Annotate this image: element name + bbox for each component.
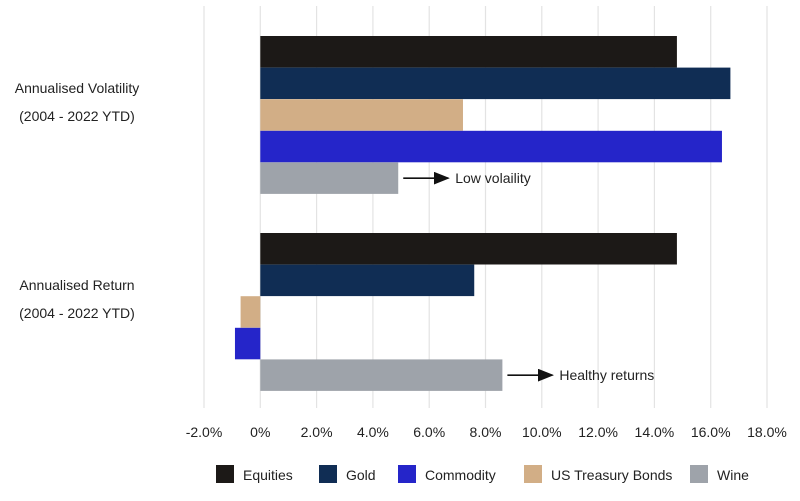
x-tick-label: 0% bbox=[250, 424, 270, 440]
bar-wine-return bbox=[260, 359, 503, 391]
bars bbox=[234, 36, 731, 391]
category-labels: Annualised Volatility (2004 - 2022 YTD) An… bbox=[15, 80, 140, 321]
x-tick-label: -2.0% bbox=[186, 424, 223, 440]
bar-equities-return bbox=[260, 233, 677, 265]
category-label: Annualised Return bbox=[19, 277, 134, 293]
legend-label: Equities bbox=[243, 467, 293, 483]
x-tick-label: 10.0% bbox=[522, 424, 562, 440]
bar-us-treasury-bonds-volatility bbox=[260, 99, 463, 131]
x-tick-label: 14.0% bbox=[635, 424, 675, 440]
legend-swatch bbox=[524, 465, 542, 483]
legend-swatch bbox=[690, 465, 708, 483]
legend-swatch bbox=[216, 465, 234, 483]
x-tick-label: 16.0% bbox=[691, 424, 731, 440]
annotation-text: Healthy returns bbox=[559, 367, 654, 383]
legend-label: US Treasury Bonds bbox=[551, 467, 672, 483]
legend-label: Commodity bbox=[425, 467, 496, 483]
x-axis-ticks: -2.0% 0% 2.0% 4.0% 6.0% 8.0% 10.0% 12.0% 14.0% 16… bbox=[186, 424, 787, 440]
legend-item-gold: Gold bbox=[319, 465, 376, 483]
legend-item-wine: Wine bbox=[690, 465, 749, 483]
bar-commodity-volatility bbox=[260, 130, 722, 163]
category-label: Annualised Volatility bbox=[15, 80, 140, 96]
x-tick-label: 12.0% bbox=[578, 424, 618, 440]
annotation-text: Low volaility bbox=[455, 170, 530, 186]
legend-label: Gold bbox=[346, 467, 376, 483]
category-sublabel: (2004 - 2022 YTD) bbox=[19, 305, 135, 321]
x-tick-label: 4.0% bbox=[357, 424, 389, 440]
bar-us-treasury-bonds-return bbox=[240, 296, 261, 328]
x-tick-label: 8.0% bbox=[470, 424, 502, 440]
legend-item-equities: Equities bbox=[216, 465, 293, 483]
legend-swatch bbox=[398, 465, 416, 483]
bar-gold-volatility bbox=[260, 67, 731, 100]
legend: Equities Gold Commodity US Treasury Bonds Wi… bbox=[216, 465, 749, 483]
bar-commodity-return bbox=[234, 327, 261, 360]
annotations: Low volaility Healthy returns bbox=[403, 170, 654, 383]
bar-gold-return bbox=[260, 264, 475, 297]
legend-item-commodity: Commodity bbox=[398, 465, 496, 483]
bar-wine-volatility bbox=[260, 162, 399, 194]
x-tick-label: 2.0% bbox=[301, 424, 333, 440]
legend-swatch bbox=[319, 465, 337, 483]
x-tick-label: 18.0% bbox=[747, 424, 787, 440]
x-tick-label: 6.0% bbox=[413, 424, 445, 440]
bar-equities-volatility bbox=[260, 36, 677, 68]
category-sublabel: (2004 - 2022 YTD) bbox=[19, 108, 135, 124]
legend-item-us-treasury-bonds: US Treasury Bonds bbox=[524, 465, 672, 483]
legend-label: Wine bbox=[717, 467, 749, 483]
